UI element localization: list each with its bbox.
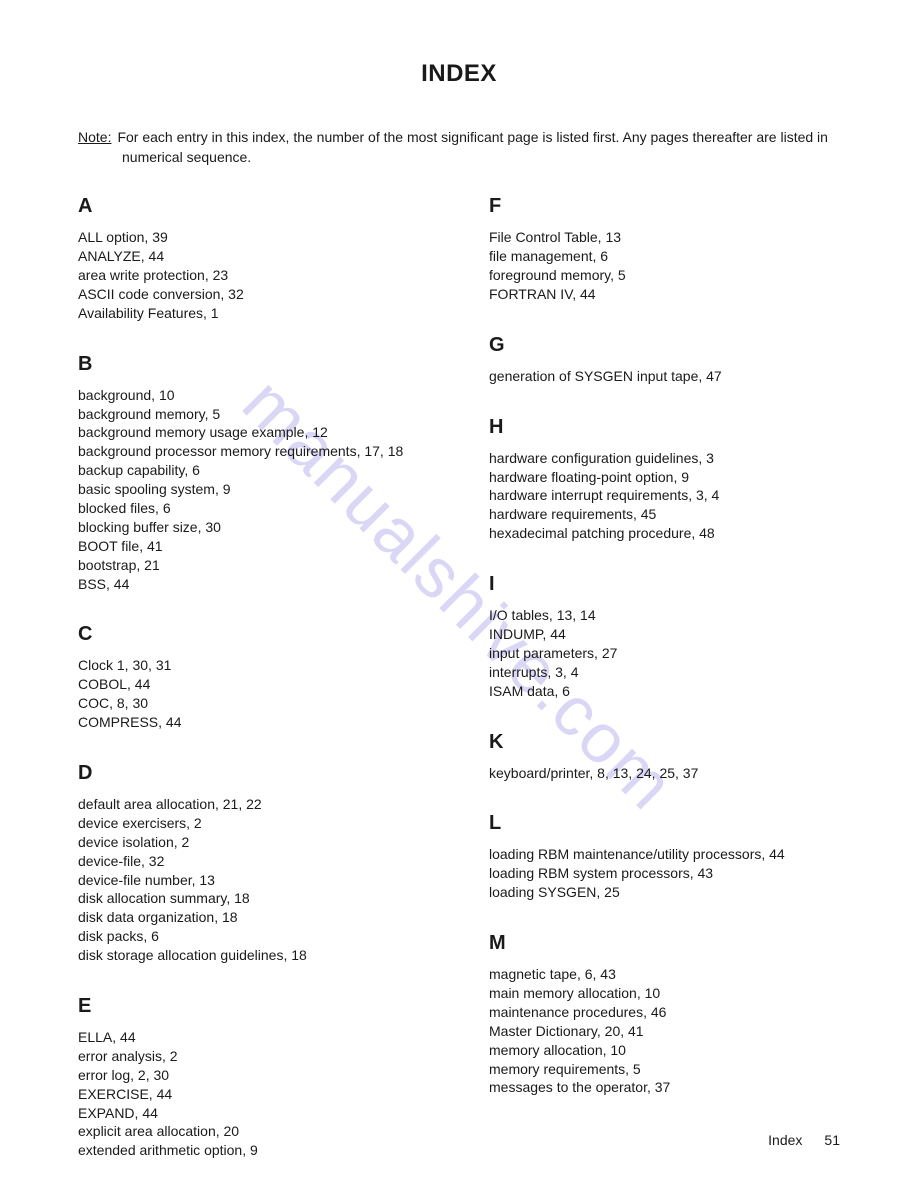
index-entry: memory requirements, 5 xyxy=(489,1060,840,1079)
index-entry: default area allocation, 21, 22 xyxy=(78,795,429,814)
section-letter: K xyxy=(489,731,840,754)
index-section: I I/O tables, 13, 14INDUMP, 44input param… xyxy=(489,573,840,700)
index-entry: BSS, 44 xyxy=(78,575,429,594)
page-title: INDEX xyxy=(78,60,840,88)
index-entry: loading RBM maintenance/utility processo… xyxy=(489,845,840,864)
index-entry: device isolation, 2 xyxy=(78,833,429,852)
section-letter: H xyxy=(489,416,840,439)
index-entry: background, 10 xyxy=(78,386,429,405)
index-entry: blocking buffer size, 30 xyxy=(78,518,429,537)
index-entry: main memory allocation, 10 xyxy=(489,984,840,1003)
index-entry: ISAM data, 6 xyxy=(489,682,840,701)
index-entry: device exercisers, 2 xyxy=(78,814,429,833)
section-letter: I xyxy=(489,573,840,596)
index-entry: COMPRESS, 44 xyxy=(78,713,429,732)
index-entry: BOOT file, 41 xyxy=(78,537,429,556)
index-entry: background processor memory requirements… xyxy=(78,442,429,461)
index-entry: area write protection, 23 xyxy=(78,266,429,285)
index-entry: keyboard/printer, 8, 13, 24, 25, 37 xyxy=(489,764,840,783)
note-label: Note: xyxy=(78,129,111,145)
section-letter: B xyxy=(78,353,429,376)
index-entry: basic spooling system, 9 xyxy=(78,480,429,499)
index-section: Bbackground, 10background memory, 5backg… xyxy=(78,353,429,594)
index-entry: background memory usage example, 12 xyxy=(78,423,429,442)
index-section: F File Control Table, 13file management, … xyxy=(489,195,840,304)
index-section: Kkeyboard/printer, 8, 13, 24, 25, 37 xyxy=(489,731,840,783)
index-entry: COBOL, 44 xyxy=(78,675,429,694)
index-entry: ANALYZE, 44 xyxy=(78,247,429,266)
section-letter: M xyxy=(489,932,840,955)
index-entry: ASCII code conversion, 32 xyxy=(78,285,429,304)
index-entry: Master Dictionary, 20, 41 xyxy=(489,1022,840,1041)
index-entry: ALL option, 39 xyxy=(78,228,429,247)
index-entry: File Control Table, 13 xyxy=(489,228,840,247)
index-entry: disk data organization, 18 xyxy=(78,908,429,927)
index-entry: disk allocation summary, 18 xyxy=(78,889,429,908)
note-text-line1: For each entry in this index, the number… xyxy=(117,129,827,145)
left-column: A ALL option, 39ANALYZE, 44area write pro… xyxy=(78,195,429,1190)
section-letter: A xyxy=(78,195,429,218)
index-entry: generation of SYSGEN input tape, 47 xyxy=(489,367,840,386)
index-entry: maintenance procedures, 46 xyxy=(489,1003,840,1022)
index-entry: memory allocation, 10 xyxy=(489,1041,840,1060)
index-entry: disk packs, 6 xyxy=(78,927,429,946)
index-entry: hardware requirements, 45 xyxy=(489,505,840,524)
index-section: E ELLA, 44error analysis, 2error log, 2, … xyxy=(78,995,429,1160)
index-section: Hhardware configuration guidelines, 3har… xyxy=(489,416,840,543)
index-section: A ALL option, 39ANALYZE, 44area write pro… xyxy=(78,195,429,322)
index-entry: hardware configuration guidelines, 3 xyxy=(489,449,840,468)
index-entry: Availability Features, 1 xyxy=(78,304,429,323)
index-entry: INDUMP, 44 xyxy=(489,625,840,644)
index-section: Mmagnetic tape, 6, 43main memory allocat… xyxy=(489,932,840,1097)
index-entry: EXERCISE, 44 xyxy=(78,1085,429,1104)
index-entry: hexadecimal patching procedure, 48 xyxy=(489,524,840,543)
index-entry: error analysis, 2 xyxy=(78,1047,429,1066)
index-entry: magnetic tape, 6, 43 xyxy=(489,965,840,984)
index-entry: backup capability, 6 xyxy=(78,461,429,480)
note-block: Note: For each entry in this index, the n… xyxy=(78,128,840,167)
section-letter: L xyxy=(489,812,840,835)
index-entry: error log, 2, 30 xyxy=(78,1066,429,1085)
section-letter: E xyxy=(78,995,429,1018)
index-entry: messages to the operator, 37 xyxy=(489,1078,840,1097)
section-letter: C xyxy=(78,623,429,646)
index-entry: hardware interrupt requirements, 3, 4 xyxy=(489,486,840,505)
index-entry: bootstrap, 21 xyxy=(78,556,429,575)
index-entry: device-file number, 13 xyxy=(78,871,429,890)
index-entry: blocked files, 6 xyxy=(78,499,429,518)
right-column: F File Control Table, 13file management, … xyxy=(489,195,840,1190)
note-text-line2: numerical sequence. xyxy=(122,148,840,168)
index-entry: extended arithmetic option, 9 xyxy=(78,1141,429,1160)
index-entry: foreground memory, 5 xyxy=(489,266,840,285)
index-entry: background memory, 5 xyxy=(78,405,429,424)
index-entry: COC, 8, 30 xyxy=(78,694,429,713)
index-entry: disk storage allocation guidelines, 18 xyxy=(78,946,429,965)
index-section: C Clock 1, 30, 31COBOL, 44COC, 8, 30COMPR… xyxy=(78,623,429,732)
index-section: Ddefault area allocation, 21, 22device e… xyxy=(78,762,429,965)
section-letter: F xyxy=(489,195,840,218)
index-columns: A ALL option, 39ANALYZE, 44area write pro… xyxy=(78,195,840,1190)
index-entry: explicit area allocation, 20 xyxy=(78,1122,429,1141)
index-entry: Clock 1, 30, 31 xyxy=(78,656,429,675)
index-entry: hardware floating-point option, 9 xyxy=(489,468,840,487)
section-letter: G xyxy=(489,334,840,357)
index-entry: loading RBM system processors, 43 xyxy=(489,864,840,883)
index-entry: interrupts, 3, 4 xyxy=(489,663,840,682)
index-entry: ELLA, 44 xyxy=(78,1028,429,1047)
section-letter: D xyxy=(78,762,429,785)
index-section: Ggeneration of SYSGEN input tape, 47 xyxy=(489,334,840,386)
index-entry: file management, 6 xyxy=(489,247,840,266)
index-entry: loading SYSGEN, 25 xyxy=(489,883,840,902)
index-entry: EXPAND, 44 xyxy=(78,1104,429,1123)
index-entry: FORTRAN IV, 44 xyxy=(489,285,840,304)
index-section: Lloading RBM maintenance/utility process… xyxy=(489,812,840,902)
index-entry: I/O tables, 13, 14 xyxy=(489,606,840,625)
index-entry: input parameters, 27 xyxy=(489,644,840,663)
index-entry: device-file, 32 xyxy=(78,852,429,871)
